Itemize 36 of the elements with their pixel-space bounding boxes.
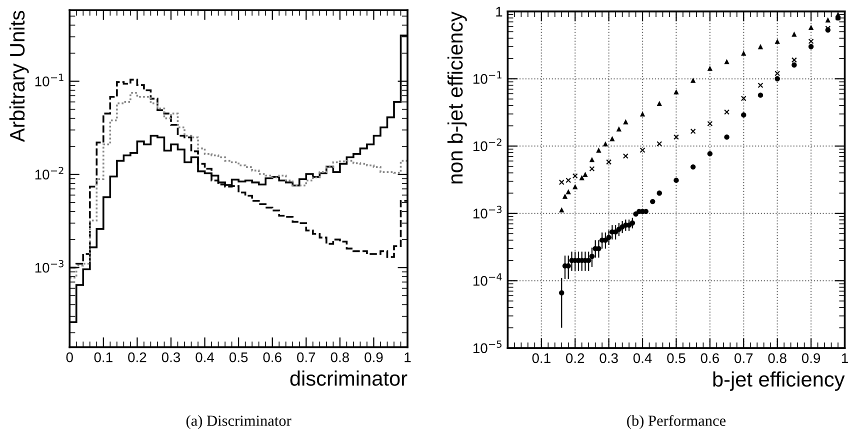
x-tick-label: 0.5 [229,352,248,362]
y-tick-label: 10$^{−4}$ [473,273,502,286]
y-tick-label: 10$^{−3}$ [35,260,64,273]
y-tick-label: 10$^{−1}$ [35,74,64,86]
x-tick-label: 0.5 [667,353,686,364]
x-tick-label: 0.7 [297,352,316,362]
x-axis-title: b-jet efficiency [713,371,845,391]
x-tick-label: 0.1 [532,353,550,364]
x-tick-label: 0.8 [768,353,786,364]
y-tick-label: 10$^{−1}$ [473,71,502,84]
y-tick-label: 10$^{−3}$ [473,206,502,218]
y-tick-label: 10$^{−2}$ [35,166,64,180]
x-tick-label: 0 [66,352,73,362]
x-tick-label: 0.3 [600,353,618,364]
x-tick-label: 0.6 [700,353,719,364]
x-tick-label: 0.3 [162,352,180,362]
x-tick-label: 0.2 [128,352,146,362]
x-tick-label: 0.7 [734,353,753,364]
x-tick-label: 1 [404,352,411,362]
x-tick-label: 0.6 [263,352,282,362]
y-axis-title: Arbitrary Units [9,10,29,142]
x-tick-label: 1 [842,353,848,363]
x-tick-label: 0.8 [330,352,349,362]
x-tick-label: 0.1 [94,352,112,362]
y-tick-label: 10$^{−5}$ [473,340,502,354]
y-tick-label: 1 [496,6,502,16]
text: (a) Discriminator [186,415,292,429]
x-tick-label: 0.2 [566,353,584,364]
x-axis-title: discriminator [290,370,408,386]
y-tick-label: 10$^{−2}$ [473,138,502,152]
x-tick-label: 0.4 [196,352,214,362]
text: (b) Performance [627,414,726,429]
x-tick-label: 0.9 [802,353,820,364]
x-tick-label: 0.4 [633,353,652,364]
y-axis-title: non b-jet efficiency [447,11,467,184]
x-tick-label: 0.9 [364,352,383,362]
